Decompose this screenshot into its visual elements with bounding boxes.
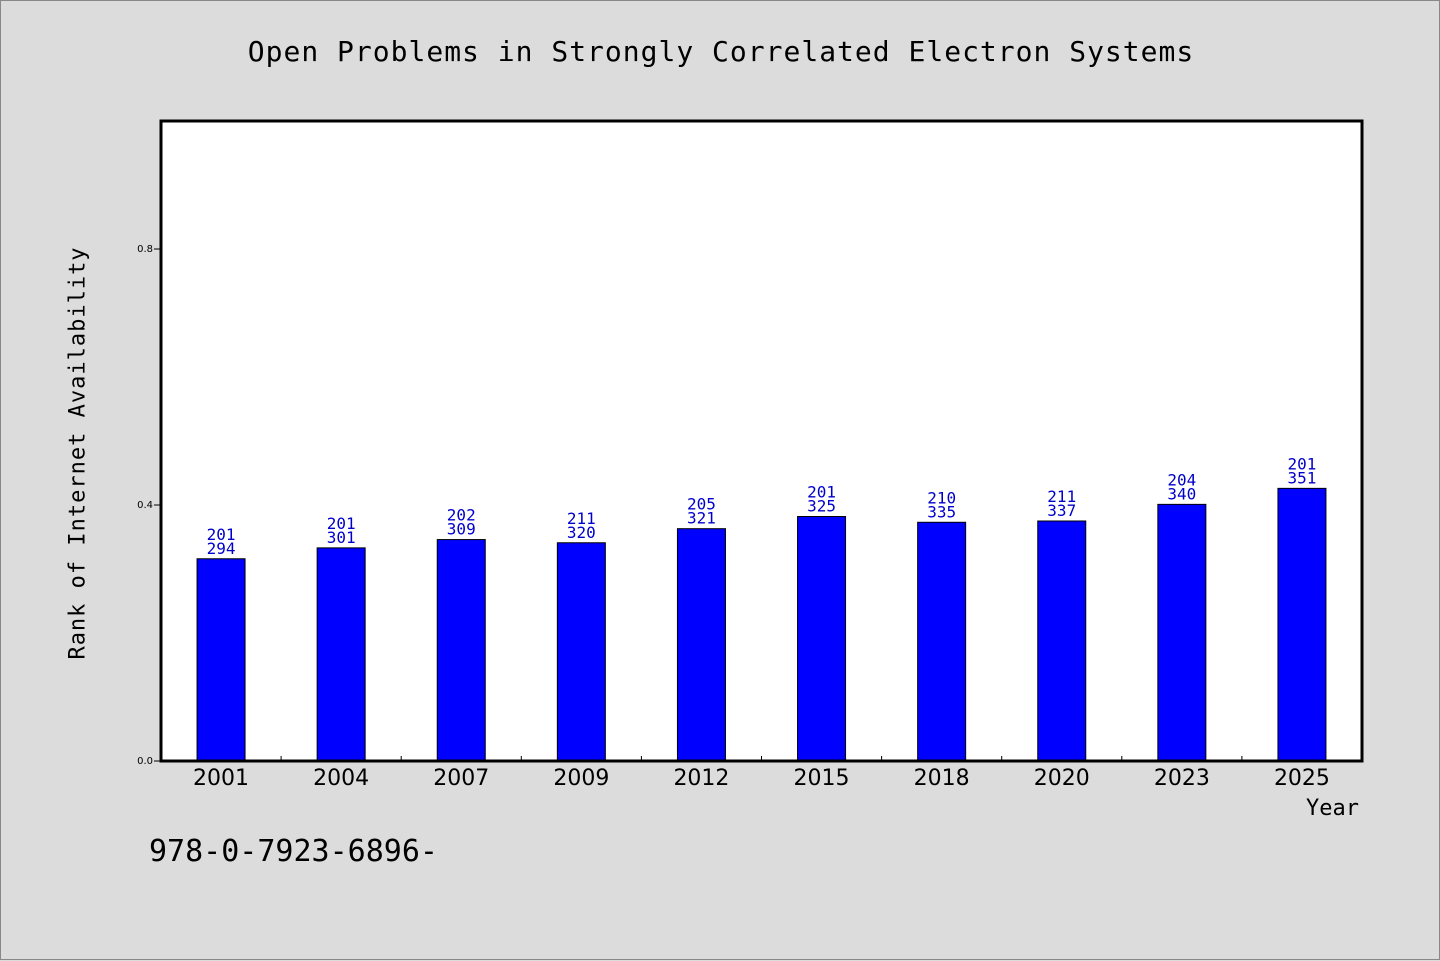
bar-label-bottom-2023: 340 xyxy=(1167,484,1196,503)
bar-label-bottom-2020: 337 xyxy=(1047,501,1076,520)
bar-label-bottom-2025: 351 xyxy=(1287,468,1316,487)
bar-2009 xyxy=(556,542,606,762)
bar-label-bottom-2015: 325 xyxy=(807,497,836,516)
bar-2018 xyxy=(917,521,967,762)
x-tick-label: 2004 xyxy=(313,766,369,791)
bar-label-bottom-2012: 321 xyxy=(687,509,716,528)
y-tick-label: 0.8 xyxy=(137,244,153,255)
footer-code: 978-0-7923-6896- xyxy=(149,834,438,869)
x-tick-label: 2023 xyxy=(1154,766,1210,791)
bar-label-top-2001: 201 xyxy=(207,525,236,544)
x-axis-label: Year xyxy=(1306,796,1359,821)
y-tick-label: 0.4 xyxy=(137,500,153,511)
bar-label-bottom-2018: 335 xyxy=(927,502,956,521)
bar-2015 xyxy=(797,516,847,762)
x-tick-label: 2025 xyxy=(1274,766,1330,791)
bar-2020 xyxy=(1037,520,1087,762)
bar-2007 xyxy=(436,539,486,762)
x-tick-label: 2001 xyxy=(193,766,249,791)
x-tick-label: 2015 xyxy=(794,766,850,791)
bar-label-bottom-2009: 320 xyxy=(567,523,596,542)
bar-2025 xyxy=(1277,487,1327,762)
y-tick-label: 0.0 xyxy=(137,756,153,767)
x-tick-label: 2012 xyxy=(673,766,729,791)
bar-2012 xyxy=(676,528,726,762)
bar-label-top-2023: 204 xyxy=(1167,470,1196,489)
y-axis-label: Rank of Internet Availability xyxy=(65,246,91,660)
x-tick-label: 2007 xyxy=(433,766,489,791)
bar-label-top-2007: 202 xyxy=(447,506,476,525)
x-tick-label: 2009 xyxy=(553,766,609,791)
bar-2023 xyxy=(1157,503,1207,762)
bar-label-top-2025: 201 xyxy=(1287,454,1316,473)
bar-2001 xyxy=(196,558,246,762)
bar-label-top-2009: 211 xyxy=(567,509,596,528)
bar-label-top-2020: 211 xyxy=(1047,487,1076,506)
bar-label-bottom-2001: 294 xyxy=(207,539,236,558)
bar-2004 xyxy=(316,547,366,762)
plot-border xyxy=(159,119,1364,763)
bar-label-top-2012: 205 xyxy=(687,495,716,514)
x-tick-label: 2020 xyxy=(1034,766,1090,791)
bar-label-top-2004: 201 xyxy=(327,514,356,533)
bar-label-top-2015: 201 xyxy=(807,483,836,502)
bar-label-bottom-2004: 301 xyxy=(327,528,356,547)
bar-label-bottom-2007: 309 xyxy=(447,520,476,539)
chart-title: Open Problems in Strongly Correlated Ele… xyxy=(247,35,1195,68)
x-tick-label: 2018 xyxy=(914,766,970,791)
bar-label-top-2018: 210 xyxy=(927,488,956,507)
